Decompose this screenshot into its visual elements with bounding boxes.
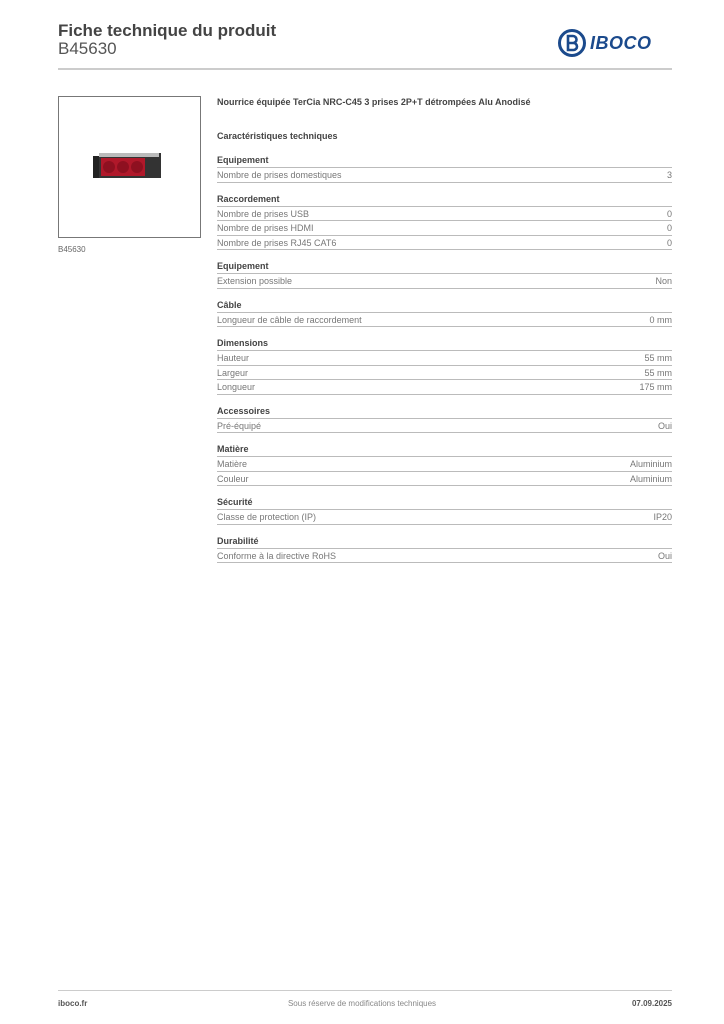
spec-value: Aluminium bbox=[629, 473, 672, 484]
spec-row: Nombre de prises RJ45 CAT6 0 bbox=[217, 236, 672, 250]
spec-label: Largeur bbox=[217, 367, 249, 378]
spec-value: Non bbox=[655, 276, 672, 286]
logo-mark-icon bbox=[558, 29, 586, 57]
spec-section: Accessoires Pré-équipé Oui bbox=[217, 404, 672, 433]
section-title: Equipement bbox=[217, 153, 672, 168]
section-title: Accessoires bbox=[217, 404, 672, 419]
spec-row: Matière Aluminium bbox=[217, 457, 672, 472]
product-name: Nourrice équipée TerCia NRC-C45 3 prises… bbox=[217, 97, 531, 107]
spec-label: Conforme à la directive RoHS bbox=[217, 550, 337, 561]
spec-section: Durabilité Conforme à la directive RoHS Ou… bbox=[217, 534, 672, 563]
product-image bbox=[58, 96, 201, 238]
spec-value: 175 mm bbox=[639, 382, 672, 392]
logo-text: IBOCO bbox=[590, 32, 652, 53]
image-caption: B45630 bbox=[58, 245, 86, 254]
spec-value: Aluminium bbox=[629, 459, 672, 469]
iboco-logo: IBOCO bbox=[558, 29, 652, 57]
section-title: Raccordement bbox=[217, 192, 672, 207]
spec-value: 0 bbox=[666, 208, 672, 219]
spec-value: IP20 bbox=[653, 512, 672, 522]
specs-title: Caractéristiques techniques bbox=[217, 131, 338, 141]
spec-label: Nombre de prises domestiques bbox=[217, 170, 342, 180]
spec-value: 0 bbox=[666, 237, 672, 248]
spec-sections: Equipement Nombre de prises domestiques 3 R… bbox=[217, 153, 672, 563]
spec-row: Conforme à la directive RoHS Oui bbox=[217, 549, 672, 563]
section-title: Equipement bbox=[217, 259, 672, 274]
spec-value: 55 mm bbox=[644, 367, 672, 378]
spec-label: Longueur bbox=[217, 382, 256, 392]
spec-row: Couleur Aluminium bbox=[217, 472, 672, 486]
footer-site: iboco.fr bbox=[58, 999, 88, 1008]
spec-row: Classe de protection (IP) IP20 bbox=[217, 510, 672, 525]
spec-row: Nombre de prises domestiques 3 bbox=[217, 168, 672, 183]
spec-section: Sécurité Classe de protection (IP) IP20 bbox=[217, 495, 672, 525]
spec-row: Extension possible Non bbox=[217, 274, 672, 289]
spec-label: Nombre de prises USB bbox=[217, 208, 310, 219]
spec-section: Equipement Nombre de prises domestiques 3 bbox=[217, 153, 672, 183]
spec-row: Hauteur 55 mm bbox=[217, 351, 672, 366]
spec-value: 55 mm bbox=[644, 353, 672, 363]
header-divider bbox=[58, 68, 672, 70]
spec-content: Nourrice équipée TerCia NRC-C45 3 prises… bbox=[217, 95, 672, 563]
spec-row: Nombre de prises USB 0 bbox=[217, 207, 672, 221]
section-title: Durabilité bbox=[217, 534, 672, 549]
spec-value: Oui bbox=[657, 420, 672, 431]
spec-label: Nombre de prises RJ45 CAT6 bbox=[217, 237, 337, 248]
spec-row: Nombre de prises HDMI 0 bbox=[217, 221, 672, 236]
section-title: Matière bbox=[217, 442, 672, 457]
spec-value: 3 bbox=[666, 170, 672, 180]
spec-section: Raccordement Nombre de prises USB 0 Nombre … bbox=[217, 192, 672, 250]
spec-row: Longueur de câble de raccordement 0 mm bbox=[217, 313, 673, 327]
footer-notice: Sous réserve de modifications techniques bbox=[287, 999, 437, 1008]
section-title: Câble bbox=[217, 298, 672, 313]
spec-section: Matière Matière Aluminium Couleur Aluminium bbox=[217, 442, 672, 486]
spec-value: Oui bbox=[657, 550, 672, 561]
section-title: Sécurité bbox=[217, 495, 672, 510]
product-code: B45630 bbox=[58, 39, 117, 58]
spec-label: Couleur bbox=[217, 473, 249, 484]
spec-label: Pré-équipé bbox=[217, 420, 262, 431]
spec-section: Equipement Extension possible Non bbox=[217, 259, 672, 289]
spec-value: 0 bbox=[666, 223, 672, 233]
footer-divider bbox=[58, 990, 672, 991]
spec-section: Câble Longueur de câble de raccordement 0 … bbox=[217, 298, 673, 327]
section-title: Dimensions bbox=[217, 336, 672, 351]
spec-section: Dimensions Hauteur 55 mm Largeur 55 mm Longue… bbox=[217, 336, 672, 395]
spec-label: Longueur de câble de raccordement bbox=[217, 314, 362, 325]
spec-label: Matière bbox=[217, 459, 248, 469]
spec-row: Pré-équipé Oui bbox=[217, 419, 672, 433]
spec-row: Largeur 55 mm bbox=[217, 366, 672, 380]
spec-label: Hauteur bbox=[217, 353, 250, 363]
spec-label: Extension possible bbox=[217, 276, 293, 286]
footer-date: 07.09.2025 bbox=[631, 999, 672, 1008]
spec-label: Classe de protection (IP) bbox=[217, 512, 317, 522]
spec-value: 0 mm bbox=[649, 314, 673, 325]
page-title: Fiche technique du produit bbox=[58, 21, 277, 40]
power-strip-icon bbox=[93, 153, 161, 178]
spec-row: Longueur 175 mm bbox=[217, 380, 672, 395]
spec-label: Nombre de prises HDMI bbox=[217, 223, 314, 233]
